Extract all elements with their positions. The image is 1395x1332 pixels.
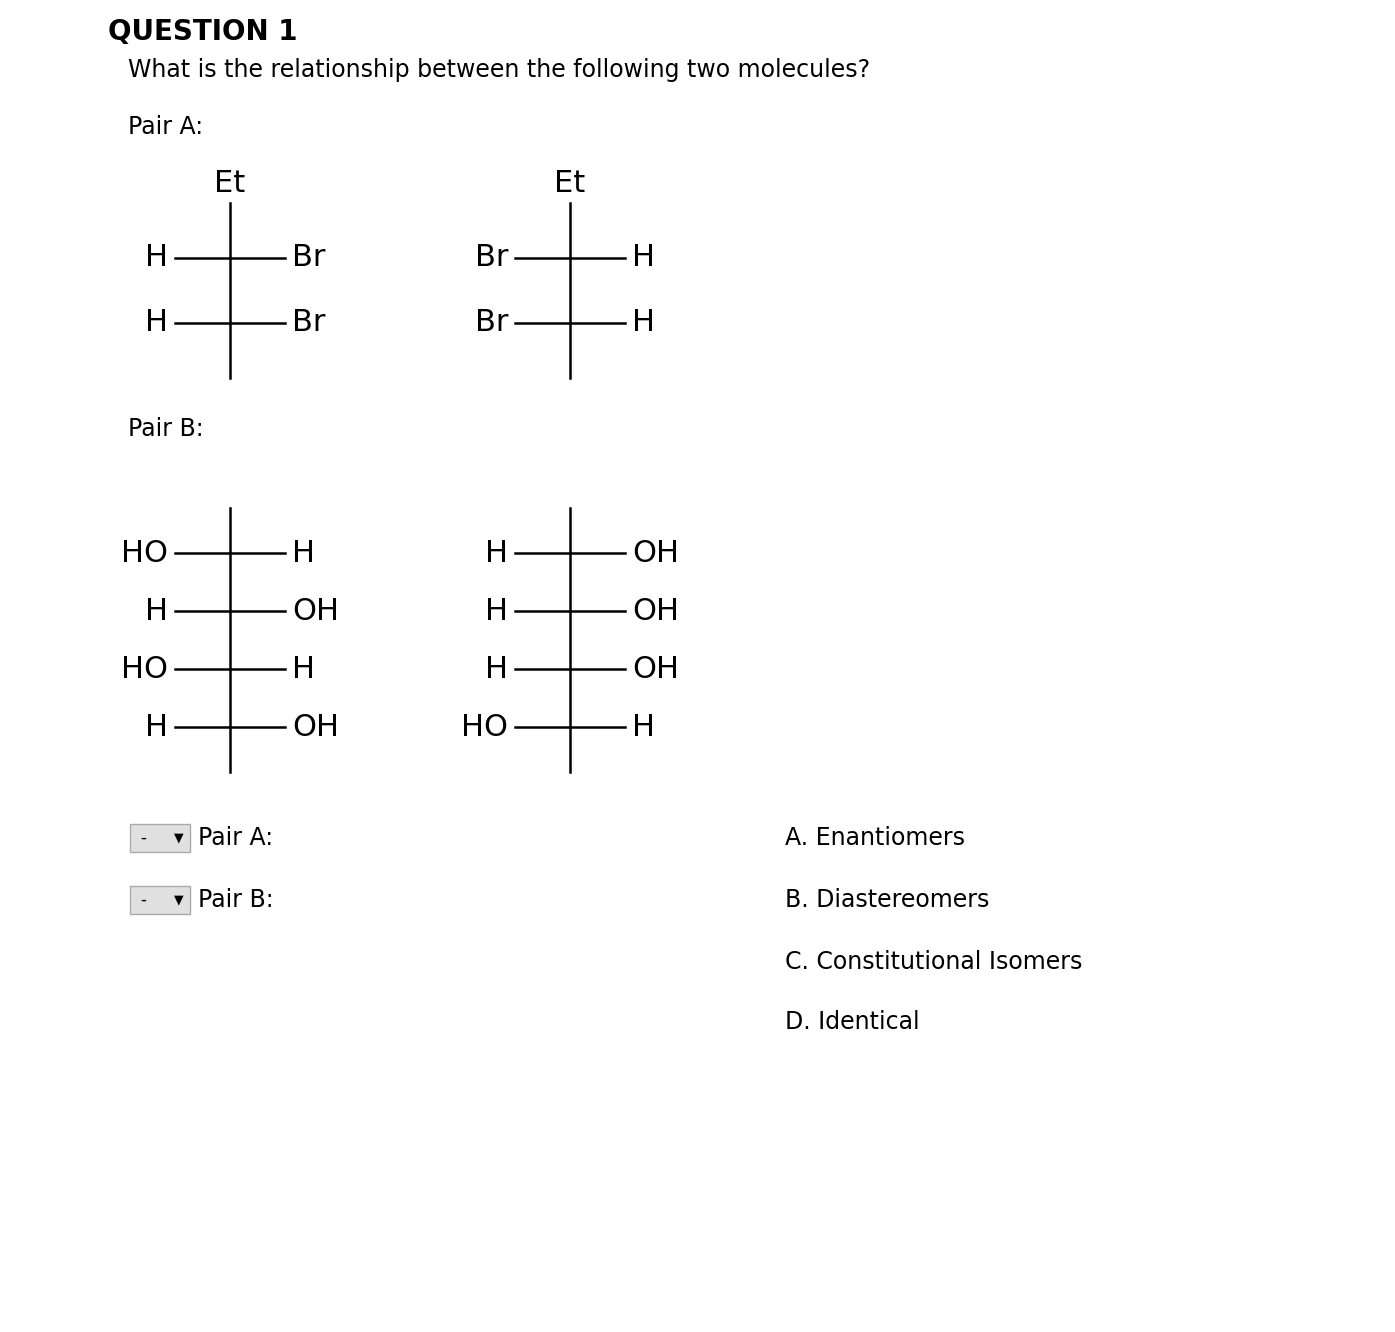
Text: HO: HO — [121, 538, 167, 567]
Text: OH: OH — [292, 597, 339, 626]
Text: ▼: ▼ — [174, 831, 184, 844]
Text: Br: Br — [292, 308, 325, 337]
Text: OH: OH — [632, 597, 679, 626]
Text: H: H — [485, 654, 508, 683]
Text: QUESTION 1: QUESTION 1 — [107, 19, 297, 47]
Text: Pair A:: Pair A: — [198, 826, 273, 850]
Text: H: H — [145, 597, 167, 626]
Text: D. Identical: D. Identical — [785, 1010, 919, 1034]
Text: OH: OH — [632, 538, 679, 567]
Text: H: H — [292, 654, 315, 683]
Text: Pair B:: Pair B: — [198, 888, 273, 912]
Text: H: H — [485, 538, 508, 567]
Text: B. Diastereomers: B. Diastereomers — [785, 888, 989, 912]
Text: H: H — [292, 538, 315, 567]
Text: Br: Br — [292, 242, 325, 272]
Text: HO: HO — [460, 713, 508, 742]
Text: Pair B:: Pair B: — [128, 417, 204, 441]
Text: Br: Br — [474, 242, 508, 272]
Text: Et: Et — [554, 169, 586, 198]
Text: Br: Br — [474, 308, 508, 337]
Text: H: H — [145, 242, 167, 272]
Text: H: H — [632, 242, 656, 272]
Text: H: H — [145, 308, 167, 337]
Text: Pair A:: Pair A: — [128, 115, 204, 139]
Text: OH: OH — [632, 654, 679, 683]
Text: -: - — [140, 829, 146, 847]
Text: What is the relationship between the following two molecules?: What is the relationship between the fol… — [128, 59, 870, 83]
Text: H: H — [632, 308, 656, 337]
Text: OH: OH — [292, 713, 339, 742]
FancyBboxPatch shape — [130, 886, 190, 914]
Text: Et: Et — [215, 169, 246, 198]
Text: H: H — [145, 713, 167, 742]
Text: H: H — [485, 597, 508, 626]
FancyBboxPatch shape — [130, 825, 190, 852]
Text: C. Constitutional Isomers: C. Constitutional Isomers — [785, 950, 1083, 974]
Text: A. Enantiomers: A. Enantiomers — [785, 826, 965, 850]
Text: -: - — [140, 891, 146, 908]
Text: ▼: ▼ — [174, 894, 184, 907]
Text: HO: HO — [121, 654, 167, 683]
Text: H: H — [632, 713, 656, 742]
